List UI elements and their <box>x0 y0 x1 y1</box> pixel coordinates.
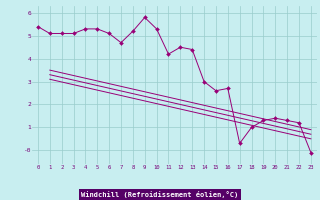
Text: Windchill (Refroidissement éolien,°C): Windchill (Refroidissement éolien,°C) <box>81 191 239 198</box>
